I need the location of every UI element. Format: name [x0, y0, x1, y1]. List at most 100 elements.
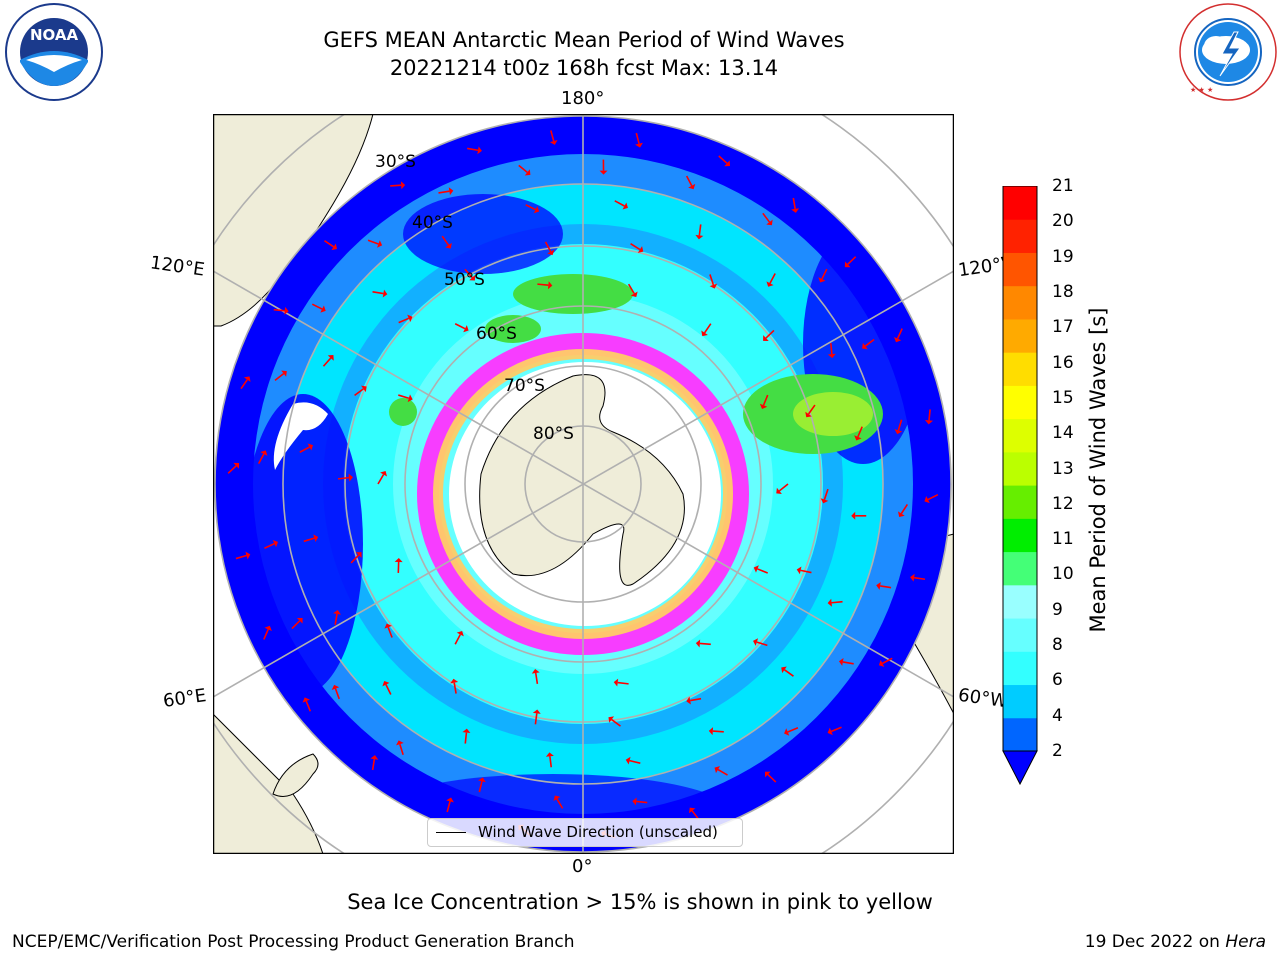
wave-direction-arrow	[334, 613, 338, 625]
svg-text:★ ★ ★: ★ ★ ★	[1190, 86, 1213, 94]
lat-label-50s: 50°S	[444, 270, 485, 290]
wave-direction-arrowhead	[260, 450, 268, 456]
wave-direction-arrowhead	[776, 487, 782, 494]
colorbar-tick-label: 12	[1052, 493, 1074, 514]
wave-direction-arrowhead	[608, 716, 615, 723]
wave-direction-arrow	[311, 303, 323, 310]
wave-direction-arrowhead	[910, 573, 915, 582]
wave-direction-arrow	[263, 629, 269, 640]
wave-direction-arrow	[464, 268, 473, 279]
wave-direction-arrowhead	[407, 394, 413, 403]
wave-direction-arrow	[240, 379, 248, 390]
wave-direction-arrowhead	[878, 659, 885, 667]
wave-direction-arrowhead	[333, 609, 341, 615]
wave-direction-arrow	[291, 620, 301, 630]
colorbar-tick-label: 11	[1052, 529, 1074, 550]
wave-direction-arrowhead	[331, 243, 337, 251]
colorbar-swatch	[1003, 618, 1037, 652]
wave-direction-arrow	[864, 338, 875, 347]
wave-direction-arrowhead	[759, 403, 768, 409]
nws-logo: ★ ★ ★	[1179, 3, 1277, 101]
wave-direction-arrow	[556, 798, 564, 809]
wave-direction-arrowhead	[448, 187, 454, 196]
colorbar-tick-label: 13	[1052, 458, 1074, 479]
wave-direction-arrowhead	[695, 234, 704, 240]
colorbar-swatch	[1003, 584, 1037, 619]
wave-direction-arrow	[709, 274, 715, 286]
wave-direction-arrowhead	[361, 385, 367, 393]
wave-direction-arrowhead	[695, 639, 701, 648]
colorbar-swatch	[1003, 684, 1037, 719]
wave-direction-arrow	[377, 474, 385, 485]
wave-direction-arrow	[698, 224, 702, 236]
wave-direction-arrowhead	[313, 534, 319, 542]
colorbar-swatch	[1003, 219, 1037, 253]
wave-direction-arrowhead	[462, 728, 471, 734]
colorbar-tick-label: 19	[1052, 246, 1074, 267]
colorbar-swatch	[1003, 485, 1037, 519]
wave-direction-arrowhead	[331, 684, 340, 690]
colorbar-tick-label: 6	[1052, 670, 1063, 691]
wave-direction-arrow	[882, 657, 893, 665]
wave-direction-arrow	[765, 329, 775, 339]
wave-direction-arrowhead	[547, 281, 553, 290]
wave-direction-arrow	[699, 642, 711, 646]
colorbar-tick-label: 9	[1052, 599, 1063, 620]
wave-direction-arrow	[630, 242, 641, 251]
lon-label-0: 0°	[572, 856, 593, 877]
wave-direction-arrowhead	[446, 797, 454, 803]
wave-direction-arrow	[629, 759, 641, 764]
wave-direction-arrow	[537, 283, 549, 287]
wave-direction-arrowhead	[844, 261, 851, 268]
wave-direction-arrowhead	[924, 495, 930, 504]
wave-direction-arrowhead	[805, 411, 812, 418]
wave-direction-arrowhead	[724, 160, 730, 167]
wave-direction-arrowhead	[701, 330, 708, 337]
wave-direction-arrow	[807, 404, 816, 415]
colorbar-tick-label: 10	[1052, 564, 1074, 585]
colorbar-swatch	[1003, 551, 1037, 586]
colorbar-tick-label: 17	[1052, 317, 1074, 338]
wave-direction-arrowhead	[763, 335, 769, 341]
wave-direction-arrowhead	[382, 681, 390, 687]
colorbar-tick-label: 18	[1052, 281, 1074, 302]
wave-direction-arrowhead	[456, 630, 464, 637]
noaa-logo-text: NOAA	[30, 26, 79, 44]
wave-direction-arrow	[534, 713, 538, 725]
wave-direction-arrowhead	[827, 598, 832, 607]
wave-direction-arrowhead	[854, 435, 862, 441]
wave-direction-arrow	[703, 323, 712, 334]
lon-label-120e: 120°E	[148, 252, 206, 281]
wave-direction-arrow	[371, 758, 376, 771]
wave-direction-arrow	[390, 184, 402, 187]
wave-direction-arrowhead	[245, 551, 251, 560]
wave-direction-arrow	[842, 661, 854, 665]
wave-direction-arrow	[847, 256, 857, 265]
colorbar-swatch	[1003, 451, 1037, 486]
wave-direction-arrowhead	[233, 462, 240, 469]
wave-direction-arrow	[712, 730, 724, 733]
wave-direction-arrowhead	[545, 752, 554, 757]
wave-direction-arrow	[778, 483, 789, 492]
wave-direction-arrow	[367, 239, 379, 245]
lat-label-40s: 40°S	[412, 213, 453, 233]
wave-direction-arrow	[635, 132, 640, 144]
wave-direction-arrow	[685, 175, 693, 187]
wave-direction-arrow	[467, 147, 479, 152]
colorbar-swatch	[1003, 651, 1037, 686]
caption: Sea Ice Concentration > 15% is shown in …	[347, 890, 933, 914]
colorbar-tick-label: 20	[1052, 211, 1074, 232]
wave-direction-arrowhead	[688, 183, 696, 190]
wave-direction-arrowhead	[400, 181, 406, 190]
wave-direction-arrowhead	[714, 766, 720, 774]
wave-direction-arrowhead	[898, 511, 905, 517]
wave-direction-arrowhead	[876, 581, 881, 590]
wave-direction-arrow	[441, 235, 450, 246]
wave-direction-arrowhead	[637, 246, 644, 253]
wave-direction-arrow	[322, 357, 332, 367]
wave-direction-arrow	[350, 554, 360, 564]
wave-direction-arrowhead	[348, 473, 353, 482]
legend-line-icon	[436, 832, 466, 833]
lon-label-60e: 60°E	[161, 685, 208, 712]
lat-label-30s: 30°S	[375, 152, 416, 172]
